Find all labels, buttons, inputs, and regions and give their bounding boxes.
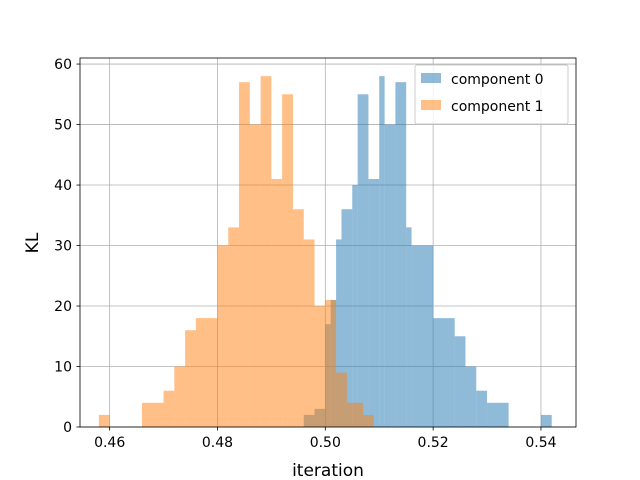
histogram-bar xyxy=(195,318,218,427)
histogram-bar xyxy=(368,178,380,427)
legend-swatch-component-1 xyxy=(421,100,441,110)
histogram-bar xyxy=(292,209,304,427)
histogram-bar xyxy=(363,414,374,427)
histogram-bar xyxy=(260,76,272,428)
histogram-bar xyxy=(282,94,293,428)
y-tick-label: 40 xyxy=(54,178,72,194)
x-tick-label: 0.46 xyxy=(94,435,125,451)
legend-label-component-1: component 1 xyxy=(451,99,544,115)
x-tick-label: 0.52 xyxy=(418,435,449,451)
histogram-bar xyxy=(217,245,229,427)
histogram-bar xyxy=(185,330,196,427)
series-component-1 xyxy=(98,76,374,428)
y-tick-label: 0 xyxy=(63,420,72,436)
histogram-bar xyxy=(249,124,261,427)
histogram-bar xyxy=(303,239,315,427)
histogram-bar xyxy=(352,185,358,427)
y-tick-label: 10 xyxy=(54,360,72,376)
histogram-bar xyxy=(406,227,412,427)
histogram-bar xyxy=(228,227,240,427)
axis-ticks: 0.46 0.48 0.50 0.52 0.54 0 10 20 30 40 50 60 xyxy=(54,57,556,451)
y-tick-label: 60 xyxy=(54,57,72,73)
histogram-bar xyxy=(357,94,369,428)
legend-frame xyxy=(414,64,569,125)
histogram-bar xyxy=(163,390,175,427)
histogram-bar xyxy=(476,390,488,427)
histogram-bar xyxy=(174,366,186,427)
histogram-bar xyxy=(239,82,250,428)
histogram-bar xyxy=(540,414,552,427)
y-tick-label: 50 xyxy=(54,118,72,134)
histogram-bar xyxy=(454,336,466,427)
histogram-bar xyxy=(336,372,347,427)
histogram-bar xyxy=(487,402,509,427)
histogram-bar xyxy=(314,306,326,427)
legend-swatch-component-0 xyxy=(421,73,441,83)
plot-frame xyxy=(79,57,577,428)
histogram-bar xyxy=(379,76,385,428)
histogram-bar xyxy=(465,366,477,427)
histogram-bar xyxy=(142,402,164,427)
histogram-bar xyxy=(325,299,337,427)
histogram-bar xyxy=(341,209,353,427)
x-tick-label: 0.48 xyxy=(202,435,233,451)
histogram-bar xyxy=(271,178,283,427)
y-tick-label: 20 xyxy=(54,299,72,315)
histogram-bar xyxy=(384,124,396,427)
histogram-bars xyxy=(98,76,552,428)
histogram-bar xyxy=(98,414,110,427)
y-tick-label: 30 xyxy=(54,239,72,255)
legend-label-component-0: component 0 xyxy=(451,72,544,88)
histogram-bar xyxy=(395,82,407,428)
legend: component 0 component 1 xyxy=(414,64,569,125)
histogram-bar xyxy=(346,402,364,427)
x-tick-label: 0.54 xyxy=(525,435,556,451)
histogram-bar xyxy=(336,239,342,427)
histogram-bar xyxy=(411,245,434,427)
y-axis-label: KL xyxy=(23,232,43,253)
x-tick-label: 0.50 xyxy=(310,435,341,451)
histogram-bar xyxy=(433,318,455,427)
x-axis-label: iteration xyxy=(292,461,364,480)
